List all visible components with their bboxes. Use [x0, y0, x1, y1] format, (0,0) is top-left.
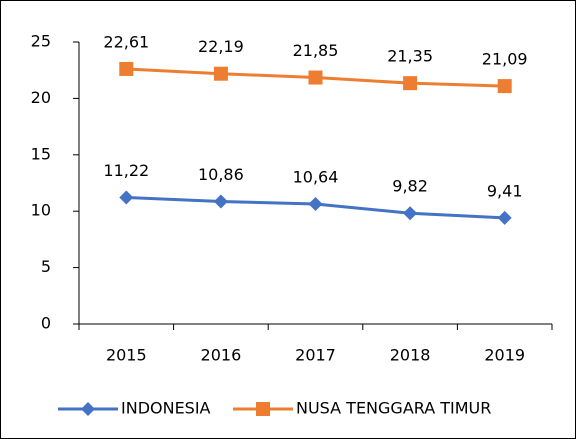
y-tick-label: 5	[41, 257, 51, 276]
data-point	[308, 70, 323, 85]
y-tick-label: 25	[31, 32, 51, 51]
y-tick-label: 10	[31, 201, 51, 220]
data-label: 9,82	[392, 177, 428, 196]
x-tick-label: 2018	[390, 346, 431, 365]
x-tick-label: 2016	[201, 346, 242, 365]
legend-label: NUSA TENGGARA TIMUR	[296, 399, 491, 418]
data-point	[403, 206, 418, 221]
data-label: 21,09	[482, 50, 528, 69]
data-point	[497, 79, 512, 94]
legend-marker	[81, 402, 95, 416]
data-point	[213, 194, 228, 209]
y-tick-label: 15	[31, 144, 51, 163]
data-point	[497, 210, 512, 225]
y-tick-label: 0	[41, 314, 51, 333]
y-tick-label: 20	[31, 88, 51, 107]
data-point	[213, 66, 228, 81]
x-tick-label: 2017	[295, 346, 336, 365]
data-label: 10,86	[198, 165, 244, 184]
data-point	[119, 190, 134, 205]
legend-label: INDONESIA	[121, 399, 211, 418]
data-label: 9,41	[487, 181, 523, 200]
x-tick-label: 2015	[106, 346, 147, 365]
data-point	[308, 196, 323, 211]
data-label: 22,61	[103, 32, 149, 51]
data-point	[119, 61, 134, 76]
data-label: 21,85	[293, 41, 339, 60]
data-label: 10,64	[293, 167, 339, 186]
data-point	[403, 76, 418, 91]
legend-marker	[256, 402, 270, 416]
x-tick-label: 2019	[484, 346, 525, 365]
data-label: 22,19	[198, 37, 244, 56]
data-label: 21,35	[387, 47, 433, 66]
data-label: 11,22	[103, 161, 149, 180]
